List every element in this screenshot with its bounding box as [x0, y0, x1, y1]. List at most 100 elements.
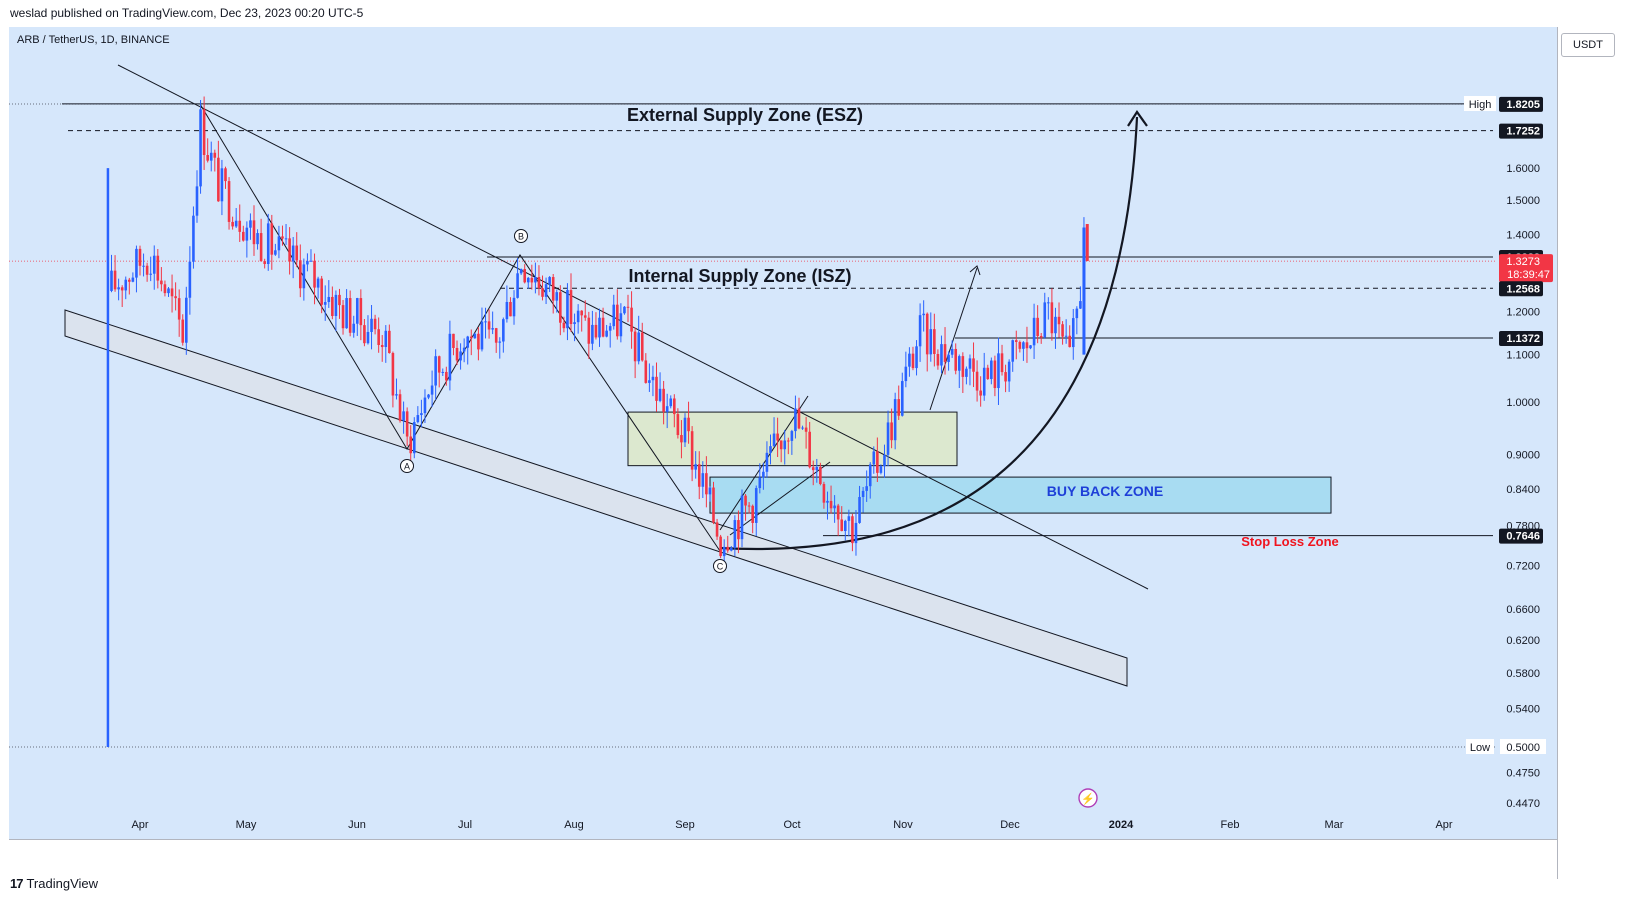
candle[interactable]	[302, 264, 306, 289]
candle[interactable]	[947, 354, 950, 362]
candle[interactable]	[227, 181, 231, 222]
candle[interactable]	[940, 344, 943, 366]
candle[interactable]	[398, 394, 402, 421]
candle[interactable]	[459, 351, 462, 361]
candle[interactable]	[676, 414, 680, 436]
candle[interactable]	[612, 304, 616, 327]
candle[interactable]	[623, 306, 626, 314]
candle[interactable]	[209, 152, 213, 161]
candle[interactable]	[801, 427, 804, 429]
candle[interactable]	[259, 233, 263, 262]
candle[interactable]	[637, 332, 640, 362]
candle[interactable]	[295, 245, 299, 261]
candle[interactable]	[644, 360, 648, 383]
candle[interactable]	[1025, 342, 1029, 349]
candle[interactable]	[199, 109, 202, 187]
candle[interactable]	[626, 306, 630, 308]
candle[interactable]	[687, 417, 690, 432]
candle[interactable]	[751, 505, 754, 523]
candle[interactable]	[790, 431, 794, 441]
candle[interactable]	[217, 157, 220, 202]
candle[interactable]	[840, 519, 844, 532]
candle[interactable]	[608, 326, 612, 331]
candle[interactable]	[452, 333, 455, 348]
candle[interactable]	[391, 353, 395, 396]
candle[interactable]	[765, 452, 769, 472]
candle[interactable]	[968, 358, 972, 369]
candle[interactable]	[402, 411, 405, 421]
candle[interactable]	[181, 319, 185, 343]
event-marker-circle[interactable]	[1078, 788, 1098, 808]
candle[interactable]	[117, 287, 120, 290]
candle[interactable]	[747, 505, 751, 507]
candle[interactable]	[918, 315, 922, 347]
candle[interactable]	[993, 360, 997, 389]
candle[interactable]	[277, 236, 281, 251]
candle[interactable]	[334, 294, 338, 317]
candle[interactable]	[562, 322, 566, 329]
candle[interactable]	[113, 270, 117, 290]
candle[interactable]	[138, 248, 142, 266]
candle[interactable]	[797, 408, 801, 429]
candle[interactable]	[124, 279, 128, 291]
candle[interactable]	[861, 490, 865, 497]
candle[interactable]	[366, 331, 370, 344]
candle[interactable]	[655, 376, 658, 401]
candle[interactable]	[965, 368, 968, 377]
candle[interactable]	[220, 168, 224, 202]
candle[interactable]	[445, 371, 448, 381]
candle[interactable]	[890, 422, 893, 441]
candle[interactable]	[473, 333, 477, 339]
candle[interactable]	[712, 487, 715, 523]
candle[interactable]	[409, 436, 413, 454]
candle[interactable]	[494, 328, 498, 343]
candle[interactable]	[961, 356, 965, 377]
candle[interactable]	[291, 245, 295, 262]
candle[interactable]	[170, 288, 174, 297]
candle[interactable]	[384, 330, 388, 348]
candle[interactable]	[1068, 335, 1072, 348]
candle[interactable]	[323, 302, 327, 305]
candle[interactable]	[808, 431, 811, 468]
candle[interactable]	[238, 220, 242, 232]
candle[interactable]	[879, 466, 883, 473]
candle[interactable]	[363, 325, 366, 344]
candle[interactable]	[177, 298, 181, 320]
candle[interactable]	[195, 186, 199, 216]
candle[interactable]	[185, 297, 188, 343]
candle[interactable]	[395, 394, 398, 396]
candle[interactable]	[145, 265, 149, 275]
candle[interactable]	[231, 221, 234, 227]
candle[interactable]	[348, 298, 352, 333]
candle[interactable]	[697, 464, 701, 487]
candle[interactable]	[551, 277, 555, 301]
candle[interactable]	[1018, 341, 1022, 349]
candle[interactable]	[990, 360, 993, 380]
candle[interactable]	[772, 433, 776, 447]
candle[interactable]	[925, 313, 929, 355]
candle[interactable]	[630, 307, 633, 332]
candle[interactable]	[377, 329, 380, 346]
candle[interactable]	[1079, 301, 1082, 309]
candle[interactable]	[673, 398, 676, 415]
candle[interactable]	[883, 454, 886, 467]
candle[interactable]	[120, 287, 124, 291]
candle[interactable]	[569, 290, 573, 325]
candle[interactable]	[188, 261, 192, 298]
candle[interactable]	[373, 318, 377, 330]
candle[interactable]	[320, 278, 323, 305]
candle[interactable]	[715, 522, 719, 537]
candle[interactable]	[669, 398, 673, 407]
candle[interactable]	[270, 223, 274, 255]
candle[interactable]	[1061, 324, 1064, 337]
price-tag[interactable]	[1499, 528, 1543, 544]
candle[interactable]	[986, 367, 990, 380]
candle[interactable]	[633, 331, 637, 362]
candle[interactable]	[851, 516, 854, 544]
candle[interactable]	[886, 422, 890, 455]
candle[interactable]	[548, 277, 551, 285]
candle[interactable]	[469, 336, 473, 339]
candle[interactable]	[163, 284, 167, 294]
buy-back-zone-box[interactable]	[709, 476, 1332, 514]
